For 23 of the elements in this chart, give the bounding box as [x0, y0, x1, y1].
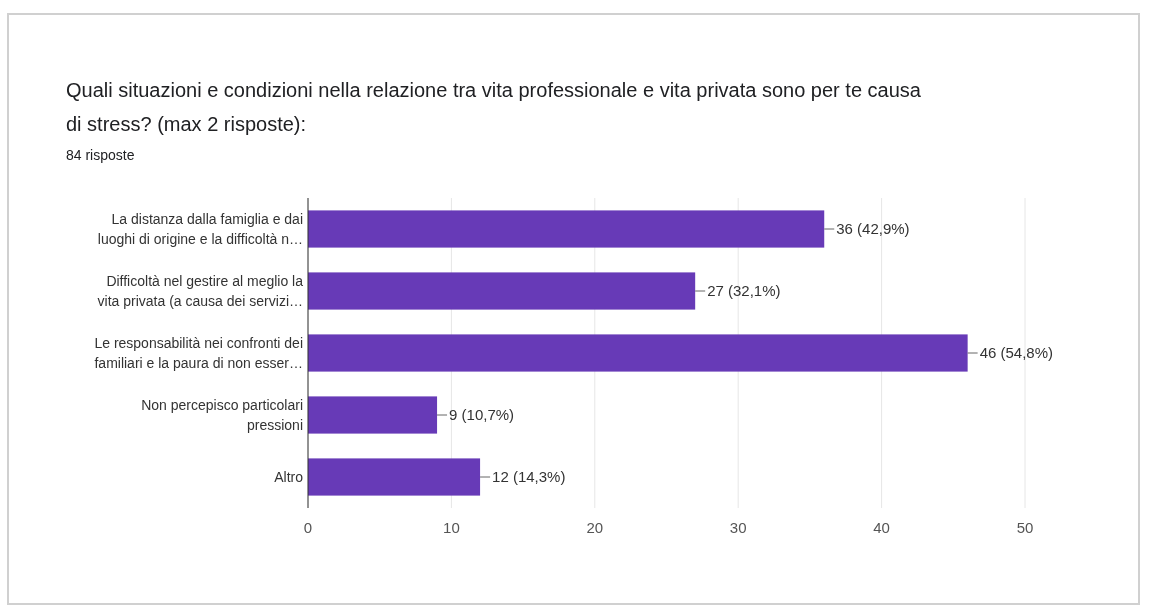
bar: [308, 396, 438, 434]
y-tick-label: Non percepisco particolari pressioni: [141, 397, 303, 433]
data-label: 46 (54,8%): [979, 344, 1054, 361]
x-tick-label: 50: [1016, 519, 1034, 536]
x-tick-label: 20: [586, 519, 604, 536]
y-tick-label: La distanza dalla famiglia e dai luoghi di origine e la difficoltà n…: [97, 211, 303, 247]
bar: [308, 210, 825, 248]
x-tick-label: 0: [303, 519, 313, 536]
y-tick-label: Difficoltà nel gestire al meglio la vita privata (a causa dei servizi…: [97, 273, 304, 309]
data-label: 36 (42,9%): [836, 220, 910, 237]
y-tick-label: Altro: [274, 469, 304, 485]
bar: [308, 458, 481, 496]
x-tick-label: 10: [443, 519, 460, 536]
x-tick-label: 30: [729, 519, 747, 536]
data-label: 27 (32,1%): [707, 282, 781, 299]
chart-title: Quali situazioni e condizioni nella relazione tra vita professionale e vita privata sono per te causa di stress? (max 2 risposte):: [66, 79, 922, 135]
bar: [308, 334, 968, 372]
y-tick-label: Le responsabilità nei confronti dei familiari e la paura di non esser…: [94, 335, 303, 371]
bar: [308, 272, 696, 310]
x-tick-label: 40: [873, 519, 890, 536]
data-label: 9 (10,7%): [449, 406, 515, 423]
data-label: 12 (14,3%): [492, 468, 566, 485]
text: 84 risposte: [66, 147, 135, 163]
